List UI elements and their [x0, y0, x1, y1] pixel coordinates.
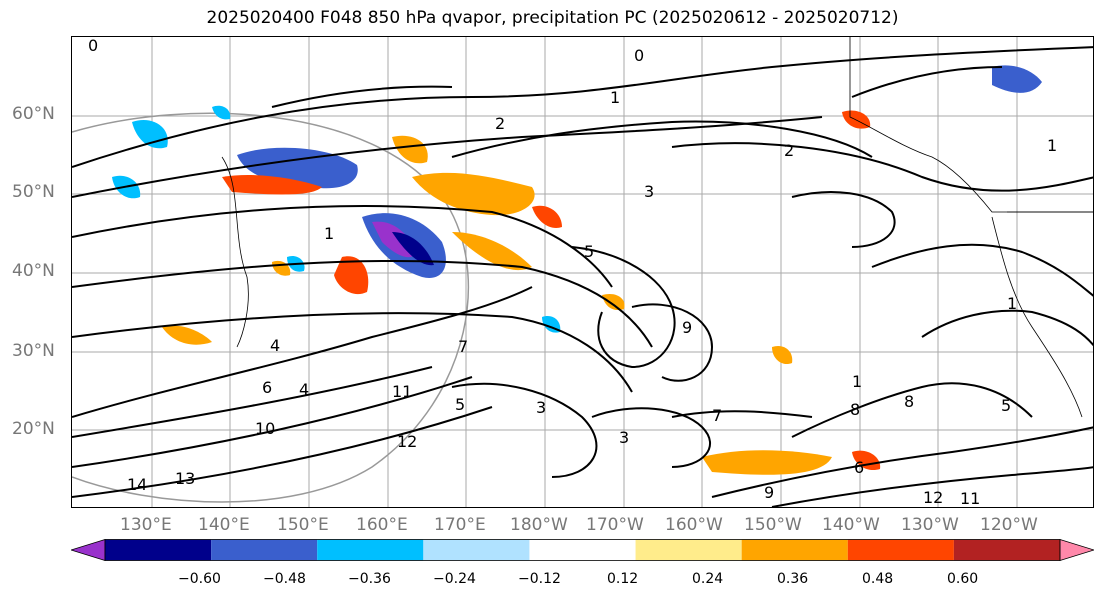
lon-label-150e: 150°E: [277, 515, 329, 535]
colorbar-cell: [105, 539, 212, 561]
contour-label: 11: [392, 382, 412, 401]
contour-label: 10: [255, 419, 275, 438]
contour-label: 14: [127, 475, 147, 494]
colorbar-cell: [423, 539, 530, 561]
contour-label: 1: [1047, 136, 1057, 155]
contour-label: 1: [324, 224, 334, 243]
contour-label: 1: [610, 88, 620, 107]
contour-label: 11: [960, 489, 980, 508]
precip-shading: [112, 65, 1042, 475]
map-panel: 0 0 1 2 3 1 1 4 5 7 9 11 12 10 13 14 6 4…: [71, 36, 1094, 508]
contour-label: 6: [854, 458, 864, 477]
colorbar-extend-low: [71, 539, 106, 561]
lon-label-170e: 170°E: [434, 515, 486, 535]
contour-label: 7: [712, 406, 722, 425]
contour-label: 9: [682, 318, 692, 337]
map-canvas: 0 0 1 2 3 1 1 4 5 7 9 11 12 10 13 14 6 4…: [72, 37, 1093, 508]
lat-label-40n: 40°N: [12, 261, 55, 281]
contour-label: 8: [850, 400, 860, 419]
colorbar-cell: [529, 539, 636, 561]
colorbar-cell: [317, 539, 424, 561]
contour-label: 13: [175, 469, 195, 488]
coastlines: [221, 37, 1093, 418]
contour-labels: 0 0 1 2 3 1 1 4 5 7 9 11 12 10 13 14 6 4…: [88, 37, 1057, 508]
contour-lines: [72, 46, 1093, 507]
colorbar-tick: −0.24: [433, 571, 476, 587]
colorbar-tick: 0.60: [947, 571, 979, 587]
contour-label: 9: [764, 483, 774, 502]
colorbar-cell: [847, 539, 954, 561]
contour-label: 7: [458, 337, 468, 356]
contour-label: 12: [923, 488, 943, 507]
colorbar-tick: −0.48: [263, 571, 306, 587]
contour-label: 12: [397, 432, 417, 451]
contour-label: 4: [299, 380, 309, 399]
contour-label: 0: [634, 46, 644, 65]
colorbar-tick: −0.12: [518, 571, 561, 587]
lon-label-170w: 170°W: [586, 515, 644, 535]
lon-label-160e: 160°E: [356, 515, 408, 535]
lat-label-60n: 60°N: [12, 104, 55, 124]
contour-label: 3: [619, 428, 629, 447]
lon-label-160w: 160°W: [665, 515, 723, 535]
colorbar-tick: −0.60: [178, 571, 221, 587]
lon-label-140w: 140°W: [822, 515, 880, 535]
colorbar-cell: [635, 539, 742, 561]
lon-label-130w: 130°W: [901, 515, 959, 535]
colorbar-tick: 0.12: [607, 571, 639, 587]
colorbar: [71, 539, 1094, 561]
contour-label: 3: [644, 182, 654, 201]
contour-label: 2: [495, 114, 505, 133]
contour-label: 1: [852, 372, 862, 391]
lon-label-150w: 150°W: [744, 515, 802, 535]
lat-label-30n: 30°N: [12, 341, 55, 361]
colorbar-cells: [71, 539, 1094, 561]
colorbar-cell: [211, 539, 318, 561]
lon-label-130e: 130°E: [120, 515, 172, 535]
contour-label: 5: [1001, 396, 1011, 415]
map-title: 2025020400 F048 850 hPa qvapor, precipit…: [206, 8, 899, 28]
colorbar-tick: 0.36: [777, 571, 809, 587]
lon-label-120w: 120°W: [980, 515, 1038, 535]
contour-label: 8: [904, 392, 914, 411]
colorbar-tick: 0.24: [692, 571, 724, 587]
colorbar-cell: [953, 539, 1060, 561]
lat-label-50n: 50°N: [12, 182, 55, 202]
contour-label: 0: [88, 37, 98, 55]
contour-label: 3: [536, 398, 546, 417]
lon-label-140e: 140°E: [198, 515, 250, 535]
colorbar-cell: [741, 539, 848, 561]
contour-label: 5: [584, 242, 594, 261]
range-circle: [72, 112, 470, 503]
contour-label: 6: [262, 378, 272, 397]
contour-label: 5: [455, 395, 465, 414]
colorbar-tick: 0.48: [862, 571, 894, 587]
contour-label: 4: [270, 336, 280, 355]
colorbar-tick: −0.36: [348, 571, 391, 587]
contour-label: 2: [784, 141, 794, 160]
lat-label-20n: 20°N: [12, 419, 55, 439]
colorbar-extend-high: [1059, 539, 1094, 561]
graticule: [72, 37, 1093, 507]
colorbar-outline: [104, 539, 1061, 561]
contour-label: 1: [1007, 294, 1017, 313]
lon-label-180w: 180°W: [510, 515, 568, 535]
